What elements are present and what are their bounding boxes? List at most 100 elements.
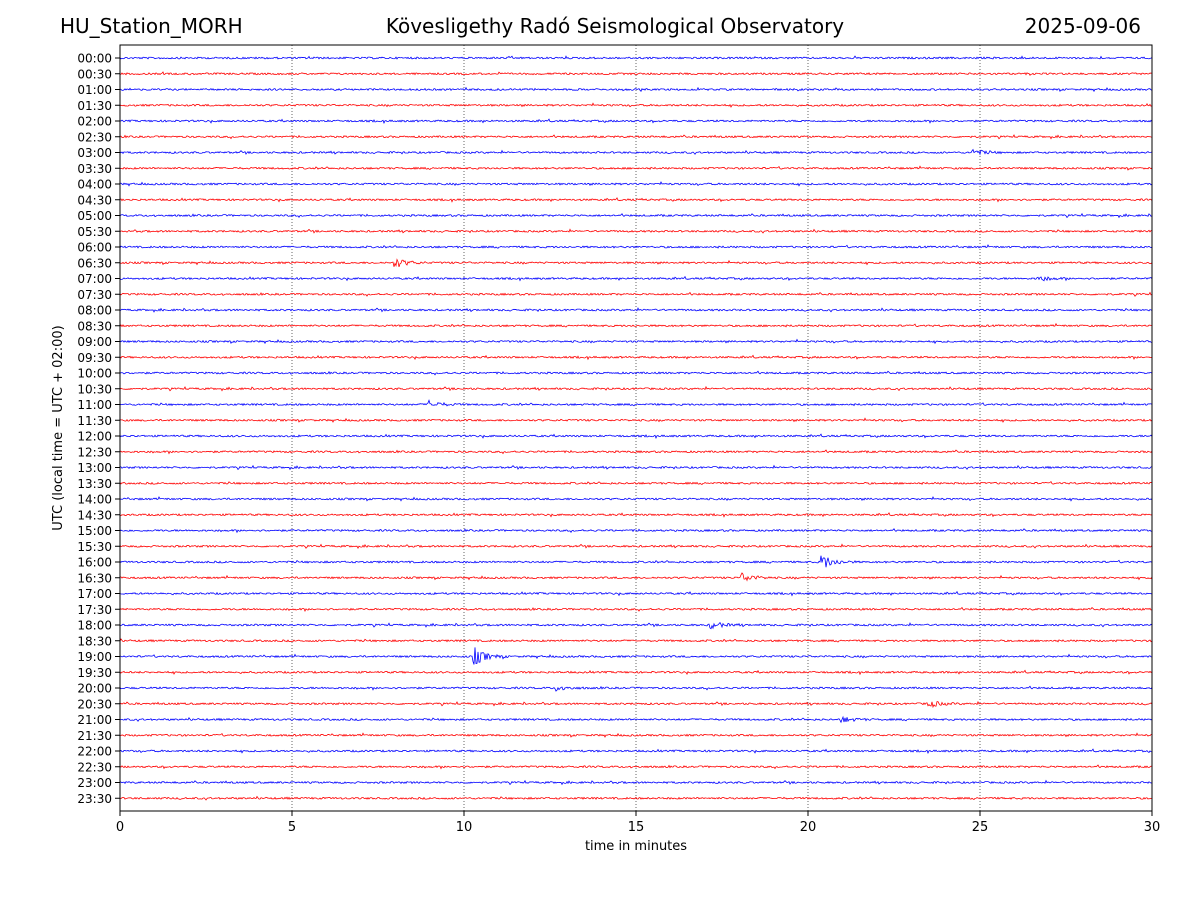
station-name-title: HU_Station_MORH [60, 14, 243, 38]
trace-line [119, 102, 1153, 108]
trace-line [119, 638, 1153, 643]
grid-lines [291, 45, 981, 811]
trace-line [119, 338, 1153, 345]
trace-line [119, 590, 1153, 597]
y-tick-label: 20:30 [77, 697, 112, 711]
trace-line [119, 228, 1153, 234]
y-tick-label: 17:30 [77, 603, 112, 617]
y-axis-label: UTC (local time = UTC + 02:00) [51, 325, 66, 530]
trace-line [119, 480, 1153, 486]
y-tick-label: 05:30 [77, 225, 112, 239]
trace-line [119, 795, 1153, 801]
y-tick-label: 22:00 [77, 745, 112, 759]
trace-line [119, 621, 1153, 630]
trace-line [119, 700, 1153, 709]
x-tick-label: 0 [116, 820, 124, 835]
trace-line [119, 732, 1153, 738]
y-tick-label: 00:00 [77, 52, 112, 66]
y-tick-label: 08:30 [77, 319, 112, 333]
trace-line [119, 464, 1153, 471]
y-tick-label: 06:00 [77, 241, 112, 255]
y-tick-label: 21:30 [77, 729, 112, 743]
y-tick-label: 16:00 [77, 556, 112, 570]
y-tick-label: 13:30 [77, 477, 112, 491]
trace-line [119, 606, 1153, 612]
trace-line [119, 779, 1153, 786]
y-tick-label: 15:30 [77, 540, 112, 554]
trace-line [119, 647, 1153, 665]
y-tick-label: 14:00 [77, 493, 112, 507]
trace-line [119, 764, 1153, 770]
trace-line [119, 528, 1153, 534]
y-tick-label: 04:00 [77, 178, 112, 192]
trace-line [119, 512, 1153, 518]
trace-line [119, 118, 1153, 124]
trace-line [119, 399, 1153, 407]
y-tick-label: 01:00 [77, 83, 112, 97]
trace-line [119, 685, 1153, 692]
y-tick-label: 12:30 [77, 445, 112, 459]
trace-line [119, 55, 1153, 60]
trace-line [119, 181, 1153, 187]
x-tick-label: 5 [288, 820, 296, 835]
trace-line [119, 307, 1153, 313]
trace-line [119, 669, 1153, 676]
trace-line [119, 385, 1153, 392]
y-tick-label: 10:30 [77, 382, 112, 396]
y-tick-label: 18:30 [77, 634, 112, 648]
y-tick-label: 06:30 [77, 256, 112, 270]
trace-line [119, 496, 1153, 502]
y-tick-label: 17:00 [77, 587, 112, 601]
x-tick-label: 20 [800, 820, 817, 835]
trace-line [119, 291, 1153, 297]
y-tick-label: 19:00 [77, 650, 112, 664]
y-tick-label: 07:00 [77, 272, 112, 286]
trace-line [119, 244, 1153, 249]
x-tick-label: 15 [628, 820, 645, 835]
y-tick-label: 11:00 [77, 398, 112, 412]
y-tick-label: 11:30 [77, 414, 112, 428]
x-ticks: 0 5 10 15 20 25 30 [116, 811, 1160, 835]
x-tick-label: 30 [1144, 820, 1161, 835]
trace-line [119, 71, 1153, 76]
trace-line [119, 748, 1153, 754]
date-title: 2025-09-06 [1024, 14, 1141, 38]
y-tick-label: 20:00 [77, 682, 112, 696]
trace-line [119, 197, 1153, 203]
trace-line [119, 322, 1153, 328]
y-tick-label: 04:30 [77, 193, 112, 207]
y-tick-label: 16:30 [77, 571, 112, 585]
x-tick-label: 25 [972, 820, 989, 835]
trace-line [119, 433, 1153, 439]
trace-line [119, 212, 1153, 219]
trace-line [119, 370, 1153, 376]
trace-line [119, 148, 1153, 156]
y-tick-label: 09:00 [77, 335, 112, 349]
y-tick-label: 15:00 [77, 524, 112, 538]
trace-line [119, 275, 1153, 282]
trace-line [119, 417, 1153, 423]
trace-line [119, 543, 1153, 550]
y-tick-label: 05:00 [77, 209, 112, 223]
y-tick-label: 08:00 [77, 304, 112, 318]
y-tick-label: 10:00 [77, 367, 112, 381]
y-tick-label: 09:30 [77, 351, 112, 365]
y-tick-label: 14:30 [77, 508, 112, 522]
x-tick-label: 10 [456, 820, 473, 835]
y-tick-label: 21:00 [77, 713, 112, 727]
trace-line [119, 86, 1153, 93]
y-tick-label: 07:30 [77, 288, 112, 302]
y-tick-label: 00:30 [77, 67, 112, 81]
y-tick-label: 23:30 [77, 792, 112, 806]
y-tick-label: 03:30 [77, 162, 112, 176]
y-tick-label: 19:30 [77, 666, 112, 680]
y-tick-label: 03:00 [77, 146, 112, 160]
trace-line [119, 258, 1153, 268]
y-tick-label: 18:00 [77, 619, 112, 633]
trace-line [119, 354, 1153, 361]
trace-line [119, 555, 1153, 568]
trace-line [119, 165, 1153, 171]
y-tick-label: 22:30 [77, 760, 112, 774]
